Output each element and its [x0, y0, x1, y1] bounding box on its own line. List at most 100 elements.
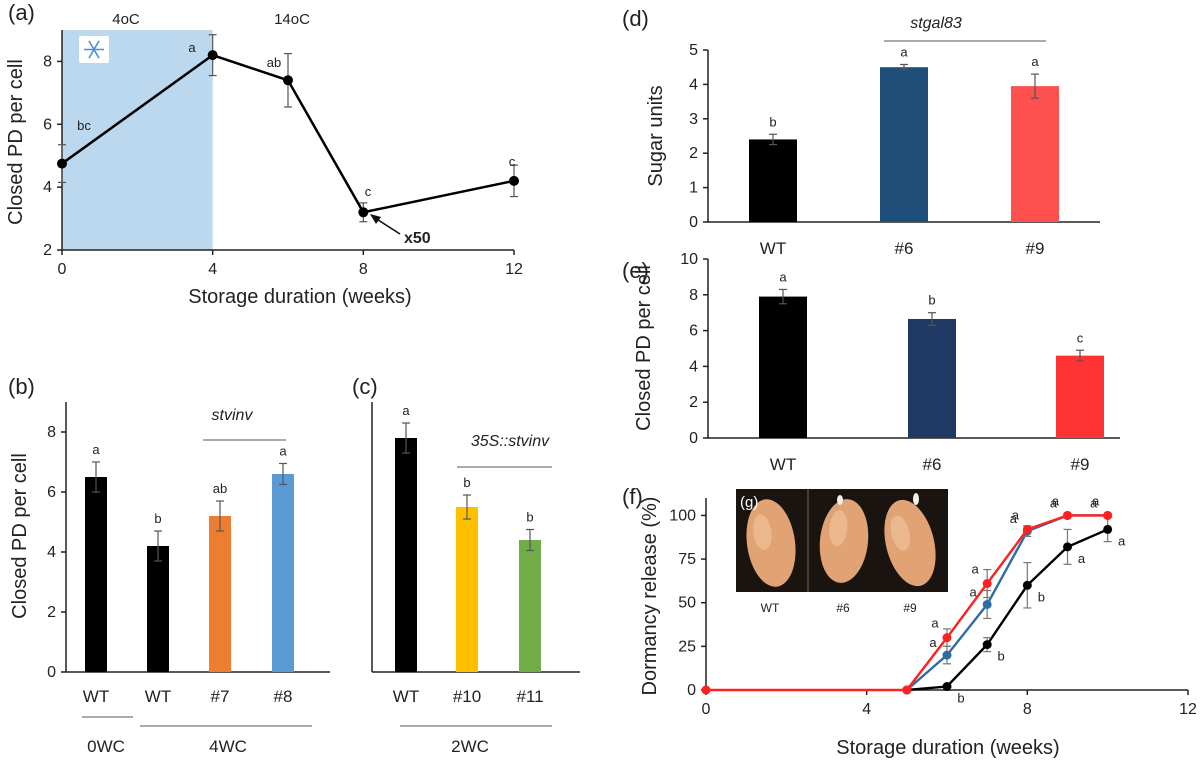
- panel-e-y-tick-label: 8: [689, 287, 698, 304]
- panel-b-sig-label: a: [92, 442, 100, 457]
- panel-e-y-tick-label: 0: [689, 430, 698, 447]
- temperature-label-4c: 4oC: [112, 11, 140, 28]
- panel-b-category-label: WT: [83, 687, 109, 706]
- panel-a-x-axis-title: Storage duration (weeks): [188, 286, 411, 308]
- panel-b-y-tick-label: 8: [47, 424, 56, 441]
- panel-c-sig-label: a: [402, 403, 410, 418]
- panel-d-sig-label: a: [900, 44, 908, 59]
- panel-c-bracket-label: 35S::stvinv: [471, 433, 550, 450]
- panel-e-sig-label: b: [928, 293, 935, 308]
- panel-d-y-axis-title: Sugar units: [645, 85, 667, 186]
- panel-e-y-tick-label: 4: [689, 358, 698, 375]
- panel-c-bar: [456, 507, 478, 672]
- panel-a-sig-label: c: [509, 154, 516, 169]
- panel-b-bar: [147, 546, 169, 672]
- x50-arrow-head: [370, 214, 381, 224]
- panel-e-category-label: WT: [770, 455, 796, 474]
- x50-annotation: x50: [404, 230, 431, 247]
- inset-label-wt: WT: [761, 601, 780, 615]
- inset-label-6: #6: [836, 601, 850, 615]
- panel-f-sig-label: b: [1038, 589, 1045, 604]
- panel-f-y-tick-label: 100: [669, 507, 696, 524]
- panel-a-point: [57, 158, 67, 169]
- panel-a-x-tick-label: 12: [505, 261, 523, 278]
- panel-a-point: [207, 50, 218, 61]
- panel-c-category-label: #10: [453, 687, 481, 706]
- panel-f-sig-label: a: [1012, 507, 1020, 522]
- panel-a-sig-label: bc: [77, 118, 91, 133]
- panel-a-point: [283, 75, 293, 86]
- panel-f-point: [701, 685, 711, 695]
- panel-d-sig-label: b: [769, 114, 776, 129]
- panel-f-point: [942, 650, 952, 660]
- panel-f-x-tick-label: 4: [862, 701, 871, 718]
- panel-e-bar: [759, 296, 807, 438]
- panel-f-sig-label: b: [998, 649, 1005, 664]
- panel-d-y-tick-label: 4: [689, 76, 698, 93]
- panel-f-x-tick-label: 8: [1023, 701, 1032, 718]
- panel-e-sig-label: a: [779, 269, 787, 284]
- panel-c-group-label-2wc: 2WC: [451, 737, 489, 756]
- panel-f-point: [982, 599, 992, 609]
- panel-b-bar: [85, 477, 107, 672]
- panel-b-bar: [209, 516, 231, 672]
- panel-f-y-tick-label: 50: [678, 595, 696, 612]
- panel-f-point: [1063, 542, 1072, 552]
- panel-f-y-axis-title: Dormancy release (%): [639, 497, 661, 696]
- panel-c-category-label: WT: [393, 687, 419, 706]
- panel-a-x-tick-label: 0: [58, 261, 67, 278]
- panel-f-point: [942, 633, 952, 643]
- sprout-9: [913, 493, 919, 505]
- panel-c-sig-label: b: [463, 475, 470, 490]
- panel-d-y-tick-label: 5: [689, 42, 698, 59]
- panel-f-y-tick-label: 25: [678, 638, 696, 655]
- panel-f-point: [1022, 524, 1032, 534]
- panel-a-sig-label: c: [365, 184, 372, 199]
- panel-b-group-label-4wc: 4WC: [209, 737, 247, 756]
- panel-e-category-label: #9: [1071, 455, 1090, 474]
- cold-storage-shade: [62, 30, 213, 250]
- panel-a-x-tick-label: 8: [359, 261, 368, 278]
- panel-b-sig-label: ab: [213, 481, 227, 496]
- panel-c-bar: [395, 438, 417, 672]
- panel-f-point: [902, 685, 912, 695]
- panel-d-sig-label: a: [1031, 54, 1039, 69]
- panel-f-point: [942, 682, 952, 692]
- panel-b-y-tick-label: 2: [47, 604, 56, 621]
- panel-b-y-axis-title: Closed PD per cell: [9, 453, 31, 619]
- panel-b-group-label-0wc: 0WC: [87, 737, 125, 756]
- panel-d-category-label: WT: [760, 239, 786, 258]
- potato-highlight: [829, 510, 848, 547]
- panel-b-y-tick-label: 0: [47, 664, 56, 681]
- panel-d-y-tick-label: 3: [689, 111, 698, 128]
- panel-a-letter: (a): [8, 0, 35, 25]
- panel-f-point: [1063, 510, 1072, 520]
- panel-e-category-label: #6: [923, 455, 942, 474]
- panel-e-letter: (e): [622, 258, 649, 283]
- panel-f-point: [1103, 510, 1113, 520]
- panel-e-y-tick-label: 6: [689, 323, 698, 340]
- panel-f-sig-label: b: [957, 691, 964, 706]
- panel-b-category-label: #8: [274, 687, 293, 706]
- panel-a-y-tick-label: 6: [43, 116, 52, 133]
- panel-f-sig-label: a: [1090, 495, 1098, 510]
- panel-f-series-line: [906, 528, 1109, 692]
- panel-d-y-tick-label: 0: [689, 214, 698, 231]
- panel-b-y-tick-label: 4: [47, 544, 56, 561]
- panel-c-category-label: #11: [516, 687, 543, 706]
- panel-c-sig-label: b: [526, 510, 533, 525]
- panel-b-bar: [272, 474, 294, 672]
- panel-a-point: [509, 175, 519, 186]
- snowflake-arm: [88, 40, 100, 59]
- panel-e-bar: [1056, 355, 1104, 438]
- inset-label-9: #9: [903, 601, 917, 615]
- panel-a-x-tick-label: 4: [208, 261, 217, 278]
- panel-a-y-tick-label: 2: [43, 242, 52, 259]
- panel-e-sig-label: c: [1077, 330, 1084, 345]
- panel-c-bar: [519, 540, 541, 672]
- panel-f-letter: (f): [622, 484, 643, 509]
- panel-d-bar: [749, 139, 797, 222]
- panel-f-sig-label: a: [931, 616, 939, 631]
- temperature-label-14c: 14oC: [274, 11, 310, 28]
